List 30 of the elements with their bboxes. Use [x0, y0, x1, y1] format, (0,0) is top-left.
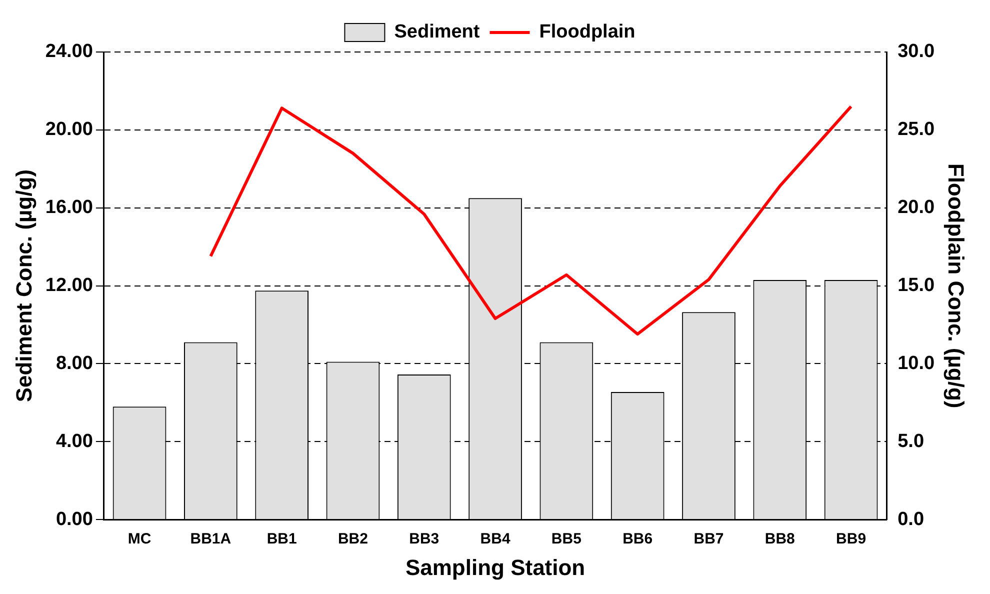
- x-tick-label: BB8: [764, 530, 795, 548]
- y-tick-label: 12.00: [45, 275, 93, 296]
- y-tick-label: 8.00: [56, 352, 93, 374]
- x-tick-label: BB6: [622, 530, 653, 548]
- x-tick-label: BB5: [551, 530, 582, 548]
- legend-label: Sediment: [394, 22, 480, 43]
- y2-tick-label: 25.0: [898, 119, 935, 140]
- y-tick-label: 4.00: [56, 430, 93, 452]
- y2-tick-label: 10.0: [898, 352, 935, 374]
- x-axis-title: Sampling Station: [405, 554, 586, 580]
- y-tick-label: 16.00: [45, 197, 93, 218]
- x-tick-label: BB1A: [190, 530, 232, 548]
- legend-label: Floodplain: [539, 22, 636, 43]
- y-tick-label: 0.00: [56, 508, 93, 530]
- x-tick-label: BB1: [266, 530, 297, 548]
- y2-tick-label: 15.0: [898, 275, 935, 296]
- x-tick-label: BB4: [480, 530, 511, 548]
- y-tick-label: 20.00: [45, 119, 93, 140]
- y2-tick-label: 5.0: [898, 430, 924, 452]
- x-tick-label: BB2: [338, 530, 368, 548]
- y2-axis-title: Floodplain Conc. (µg/g): [944, 163, 969, 408]
- y-tick-label: 24.00: [45, 41, 93, 62]
- x-tick-label: BB7: [694, 530, 724, 548]
- y-axis-title: Sediment Conc. (µg/g): [11, 169, 36, 402]
- y2-tick-label: 20.0: [898, 197, 935, 218]
- x-tick-label: BB3: [409, 530, 440, 548]
- x-tick-label: MC: [128, 530, 152, 548]
- y2-tick-label: 0.0: [898, 508, 924, 530]
- x-tick-label: BB9: [836, 530, 866, 548]
- y2-tick-label: 30.0: [898, 41, 935, 62]
